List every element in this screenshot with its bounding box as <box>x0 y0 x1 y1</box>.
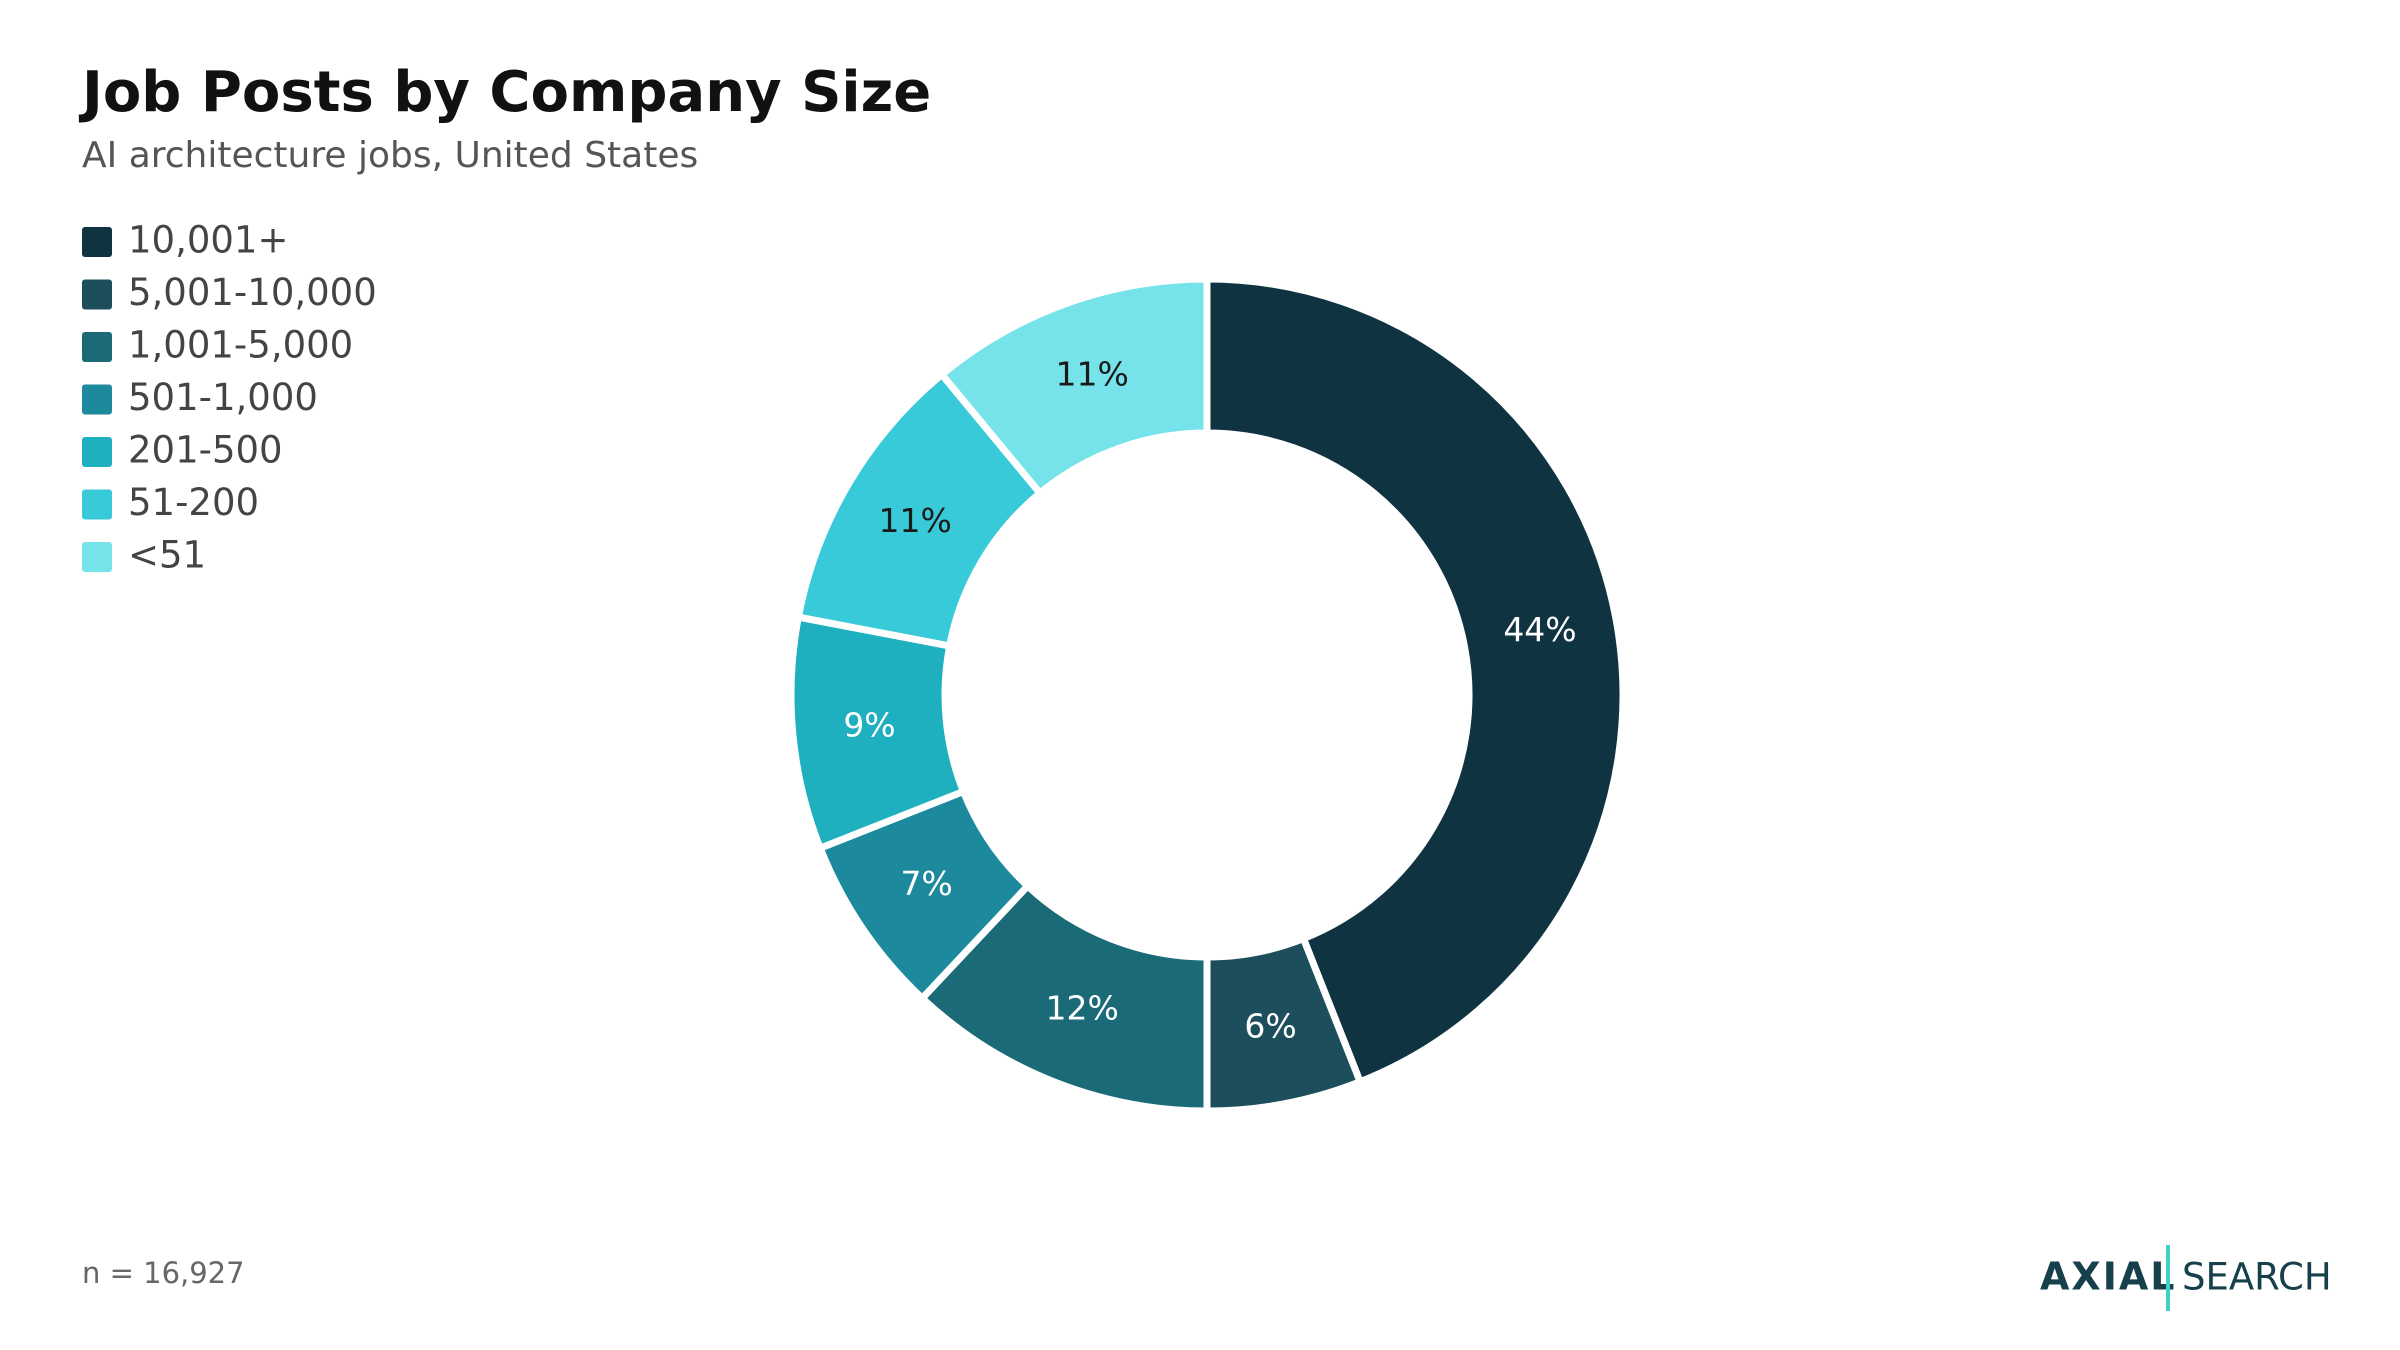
footnote: n = 16,927 <box>82 1256 245 1290</box>
legend: 10,001+ 5,001-10,000 1,001-5,000 501-1,000 2… <box>82 219 377 577</box>
data-label: 44% <box>1503 610 1576 649</box>
logo-product: SEARCH <box>2182 1256 2332 1299</box>
legend-label: 501-1,000 <box>128 376 318 419</box>
legend-label: <51 <box>128 534 206 577</box>
slice <box>936 275 1211 499</box>
data-label: 11% <box>1055 355 1128 394</box>
chart-subtitle: AI architecture jobs, United States <box>82 135 698 176</box>
legend-swatch <box>82 384 112 415</box>
slice <box>1203 275 1627 1087</box>
donut: 44% 6% 12% 7% 9% 11% 11% <box>787 275 1627 1115</box>
legend-swatch <box>82 542 112 572</box>
data-label: 11% <box>879 501 952 540</box>
logo: AXIAL <box>2040 1255 2176 1299</box>
data-label: 9% <box>843 705 895 744</box>
legend-swatch <box>82 279 112 310</box>
data-label: 6% <box>1244 1006 1296 1045</box>
legend-label: 51-200 <box>128 481 259 524</box>
chart-title: Job Posts by Company Size <box>78 60 931 125</box>
data-label: 12% <box>1046 989 1119 1028</box>
legend-swatch <box>82 489 112 520</box>
legend-label: 201-500 <box>128 429 283 472</box>
legend-swatch <box>82 332 112 362</box>
legend-label: 10,001+ <box>128 219 288 262</box>
legend-swatch <box>82 227 112 257</box>
legend-swatch <box>82 437 112 467</box>
legend-label: 1,001-5,000 <box>128 324 353 367</box>
logo-divider <box>2166 1245 2170 1311</box>
legend-label: 5,001-10,000 <box>128 271 377 314</box>
data-label: 7% <box>900 864 952 903</box>
